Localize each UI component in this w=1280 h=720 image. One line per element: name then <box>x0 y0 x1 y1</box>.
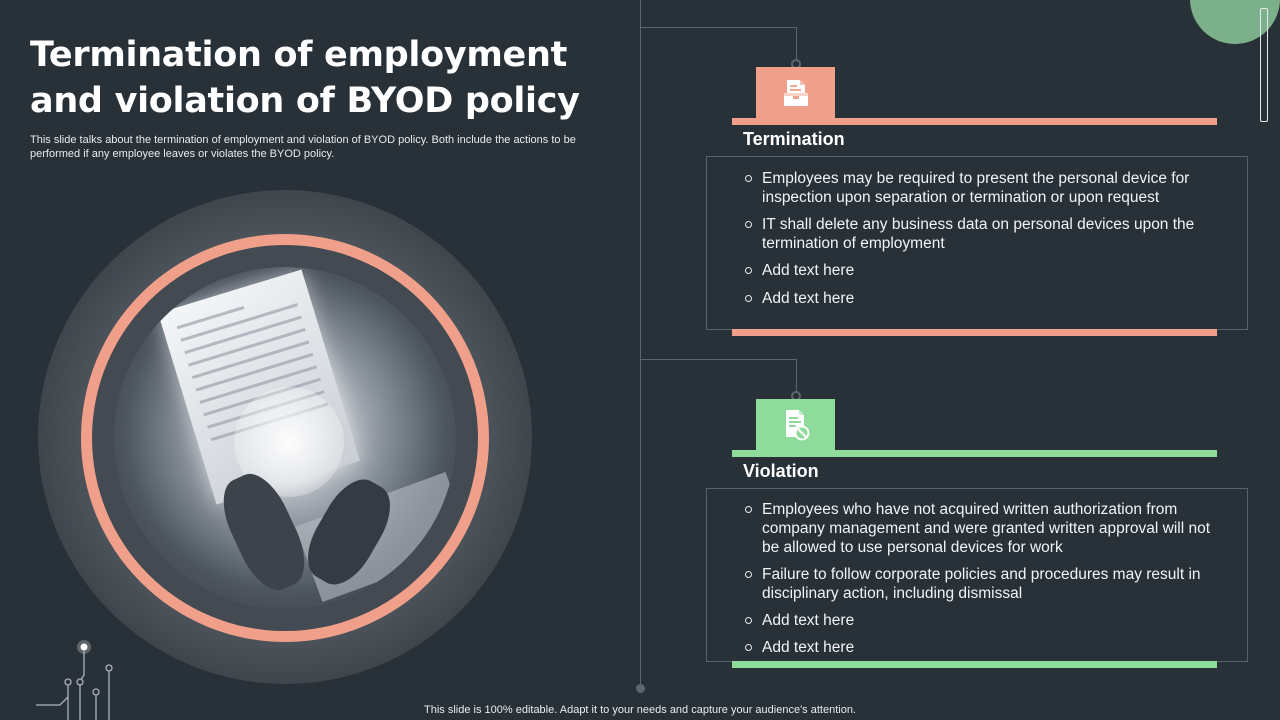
timeline-line <box>640 0 641 688</box>
termination-box: Employees may be required to present the… <box>706 156 1248 330</box>
termination-heading: Termination <box>743 129 845 149</box>
document-blocked-icon <box>785 410 809 441</box>
termination-list: Employees may be required to present the… <box>707 169 1247 308</box>
circuit-decoration <box>36 640 113 720</box>
violation-list: Employees who have not acquired written … <box>707 500 1247 657</box>
document-folder-icon <box>783 80 808 106</box>
termination-item: Add text here <box>707 261 1247 280</box>
termination-item: Employees may be required to present the… <box>707 169 1247 207</box>
connector-drop-violation <box>796 359 797 393</box>
violation-box: Employees who have not acquired written … <box>706 488 1248 662</box>
termination-item: IT shall delete any business data on per… <box>707 215 1247 253</box>
termination-bottom-bar <box>732 329 1217 336</box>
violation-bottom-bar <box>732 661 1217 668</box>
violation-item: Failure to follow corporate policies and… <box>707 565 1247 603</box>
violation-item: Add text here <box>707 638 1247 657</box>
connector-violation <box>640 359 796 360</box>
violation-item: Add text here <box>707 611 1247 630</box>
violation-tab <box>756 399 835 451</box>
page-title: Termination of employment and violation … <box>30 35 580 121</box>
connector-drop-termination <box>796 27 797 61</box>
termination-top-bar <box>732 118 1217 125</box>
violation-top-bar <box>732 450 1217 457</box>
connector-termination <box>640 27 796 28</box>
decorative-corner-bar <box>1260 8 1268 122</box>
violation-heading: Violation <box>743 461 819 481</box>
termination-tab <box>756 67 835 119</box>
page-subtitle: This slide talks about the termination o… <box>30 134 576 160</box>
footer-note: This slide is 100% editable. Adapt it to… <box>424 704 856 716</box>
violation-item: Employees who have not acquired written … <box>707 500 1247 557</box>
document-photo <box>114 267 456 609</box>
termination-item: Add text here <box>707 289 1247 308</box>
timeline-end-dot <box>636 684 645 693</box>
